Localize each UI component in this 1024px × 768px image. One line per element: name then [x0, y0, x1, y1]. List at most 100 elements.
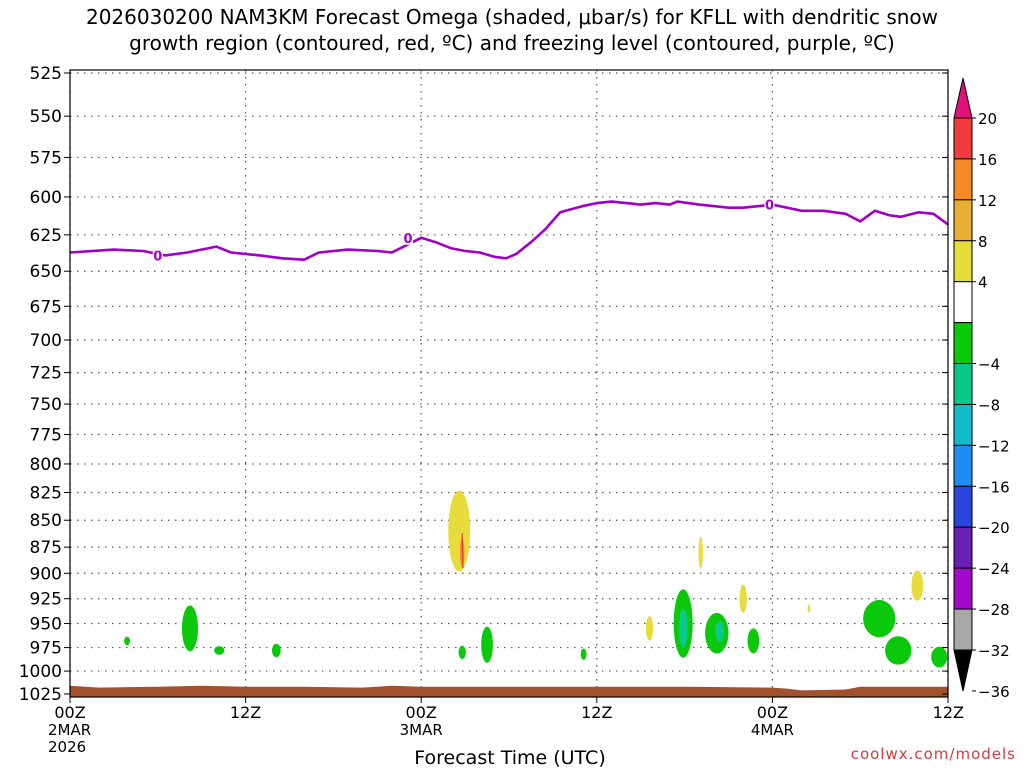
omega-shading — [124, 490, 948, 668]
y-tick-label: 525 — [30, 64, 62, 84]
y-tick-label: 750 — [30, 395, 62, 415]
y-tick-label: 600 — [30, 188, 62, 208]
colorbar-label: −8 — [978, 396, 1000, 414]
y-tick-label: 625 — [30, 226, 62, 246]
x-tick-label: 00Z — [406, 703, 437, 722]
colorbar-label: −36 — [978, 683, 1010, 701]
freezing-label-bg — [403, 230, 414, 245]
freezing-level-line — [69, 200, 949, 262]
colorbar-label: 20 — [978, 110, 997, 128]
y-tick-label: 950 — [30, 614, 62, 634]
colorbar-swatch — [953, 158, 973, 201]
omega-upward-region — [931, 646, 948, 668]
freezing-level-label: 0 — [404, 232, 413, 247]
omega-downward-region — [448, 490, 471, 572]
colorbar-label: −16 — [978, 478, 1010, 496]
y-tick-label: 550 — [30, 107, 62, 127]
x-tick-label: 12Z — [230, 703, 261, 722]
colorbar-swatch — [953, 403, 973, 446]
terrain-fill — [70, 685, 948, 697]
colorbar-swatch — [953, 322, 973, 365]
colorbar-swatch — [953, 567, 973, 610]
colorbar-label: 12 — [978, 192, 997, 210]
x-tick-label: 00Z — [757, 703, 788, 722]
y-tick-label: 775 — [30, 425, 62, 445]
y-tick-label: 1025 — [19, 685, 62, 705]
y-tick-label: 975 — [30, 639, 62, 659]
plot-background — [70, 70, 948, 697]
freezing-label-bg — [764, 197, 775, 212]
y-tick-label: 575 — [30, 148, 62, 168]
colorbar-swatch — [953, 526, 973, 569]
y-tick-label: 825 — [30, 484, 62, 504]
colorbar-label: −28 — [978, 601, 1010, 619]
omega-upward-region — [214, 646, 225, 655]
chart-title-line-2: growth region (contoured, red, ºC) and f… — [129, 31, 895, 55]
colorbar-label: −32 — [978, 642, 1010, 660]
omega-upward-region — [458, 645, 466, 659]
y-tick-label: 850 — [30, 511, 62, 531]
colorbar-top-arrow — [953, 77, 973, 119]
omega-downward-region — [698, 536, 703, 569]
chart-title-line-1: 2026030200 NAM3KM Forecast Omega (shaded… — [85, 5, 939, 29]
colorbar-swatch — [953, 444, 973, 487]
colorbar-label: −4 — [978, 356, 1000, 374]
y-tick-label: 650 — [30, 262, 62, 282]
omega-upward-region — [715, 620, 725, 642]
omega-upward-region — [271, 643, 281, 658]
x-axis-label: Forecast Time (UTC) — [414, 747, 605, 768]
colorbar-label: −20 — [978, 519, 1010, 537]
site-watermark: coolwx.com/models — [850, 745, 1016, 763]
colorbar-swatch — [953, 485, 973, 528]
colorbar-label: −24 — [978, 560, 1010, 578]
dgz-contour-line — [461, 533, 464, 569]
colorbar-label: 8 — [978, 233, 988, 251]
plot-area — [70, 70, 948, 697]
omega-upward-region — [678, 608, 688, 648]
x-tick-year-label: 2026 — [48, 738, 86, 756]
freezing-level-label: 0 — [153, 249, 162, 264]
colorbar-swatch — [953, 240, 973, 283]
colorbar-swatch — [953, 363, 973, 405]
omega-upward-region — [747, 628, 760, 654]
chart-title: 2026030200 NAM3KM Forecast Omega (shaded… — [0, 4, 1024, 56]
x-tick-date-label: 3MAR — [400, 721, 443, 739]
y-tick-label: 1000 — [19, 662, 62, 682]
omega-upward-region — [124, 636, 130, 646]
omega-upward-region — [885, 636, 912, 665]
colorbar-label: 4 — [978, 274, 988, 292]
freezing-level-label: 0 — [765, 199, 774, 214]
y-tick-label: 725 — [30, 364, 62, 384]
colorbar-swatch — [953, 281, 973, 324]
y-tick-label: 800 — [30, 455, 62, 475]
colorbar: 20 16 12 8 4 −4 −8 −12 −16 −20 −24 −28 −32 −36 — [953, 77, 1010, 701]
x-tick-date-label: 4MAR — [751, 721, 794, 739]
terrain-area — [70, 685, 948, 697]
y-tick-label: 875 — [30, 538, 62, 558]
omega-upward-region — [481, 626, 493, 663]
chart-axes — [69, 69, 949, 698]
x-tick-date-label: 2MAR — [48, 721, 91, 739]
freezing-level-contour: 0 0 0 — [69, 197, 949, 264]
omega-downward-region — [645, 616, 654, 641]
colorbar-swatch — [953, 199, 973, 242]
x-tick-label: 00Z — [54, 703, 85, 722]
x-tick-label: 12Z — [581, 703, 612, 722]
freezing-label-bg — [152, 248, 163, 263]
colorbar-swatch — [953, 608, 973, 651]
omega-upward-region — [580, 648, 587, 660]
x-tick-label: 12Z — [933, 703, 964, 722]
colorbar-label: 16 — [978, 151, 997, 169]
y-tick-label: 700 — [30, 331, 62, 351]
omega-downward-region — [807, 604, 811, 613]
omega-upward-region — [181, 605, 199, 652]
y-tick-label: 675 — [30, 297, 62, 317]
omega-upward-region — [863, 599, 896, 638]
colorbar-swatch — [953, 117, 973, 160]
colorbar-label: −12 — [978, 437, 1010, 455]
dendritic-growth-contours — [461, 533, 464, 569]
omega-downward-region — [911, 570, 924, 601]
y-tick-label: 925 — [30, 590, 62, 610]
